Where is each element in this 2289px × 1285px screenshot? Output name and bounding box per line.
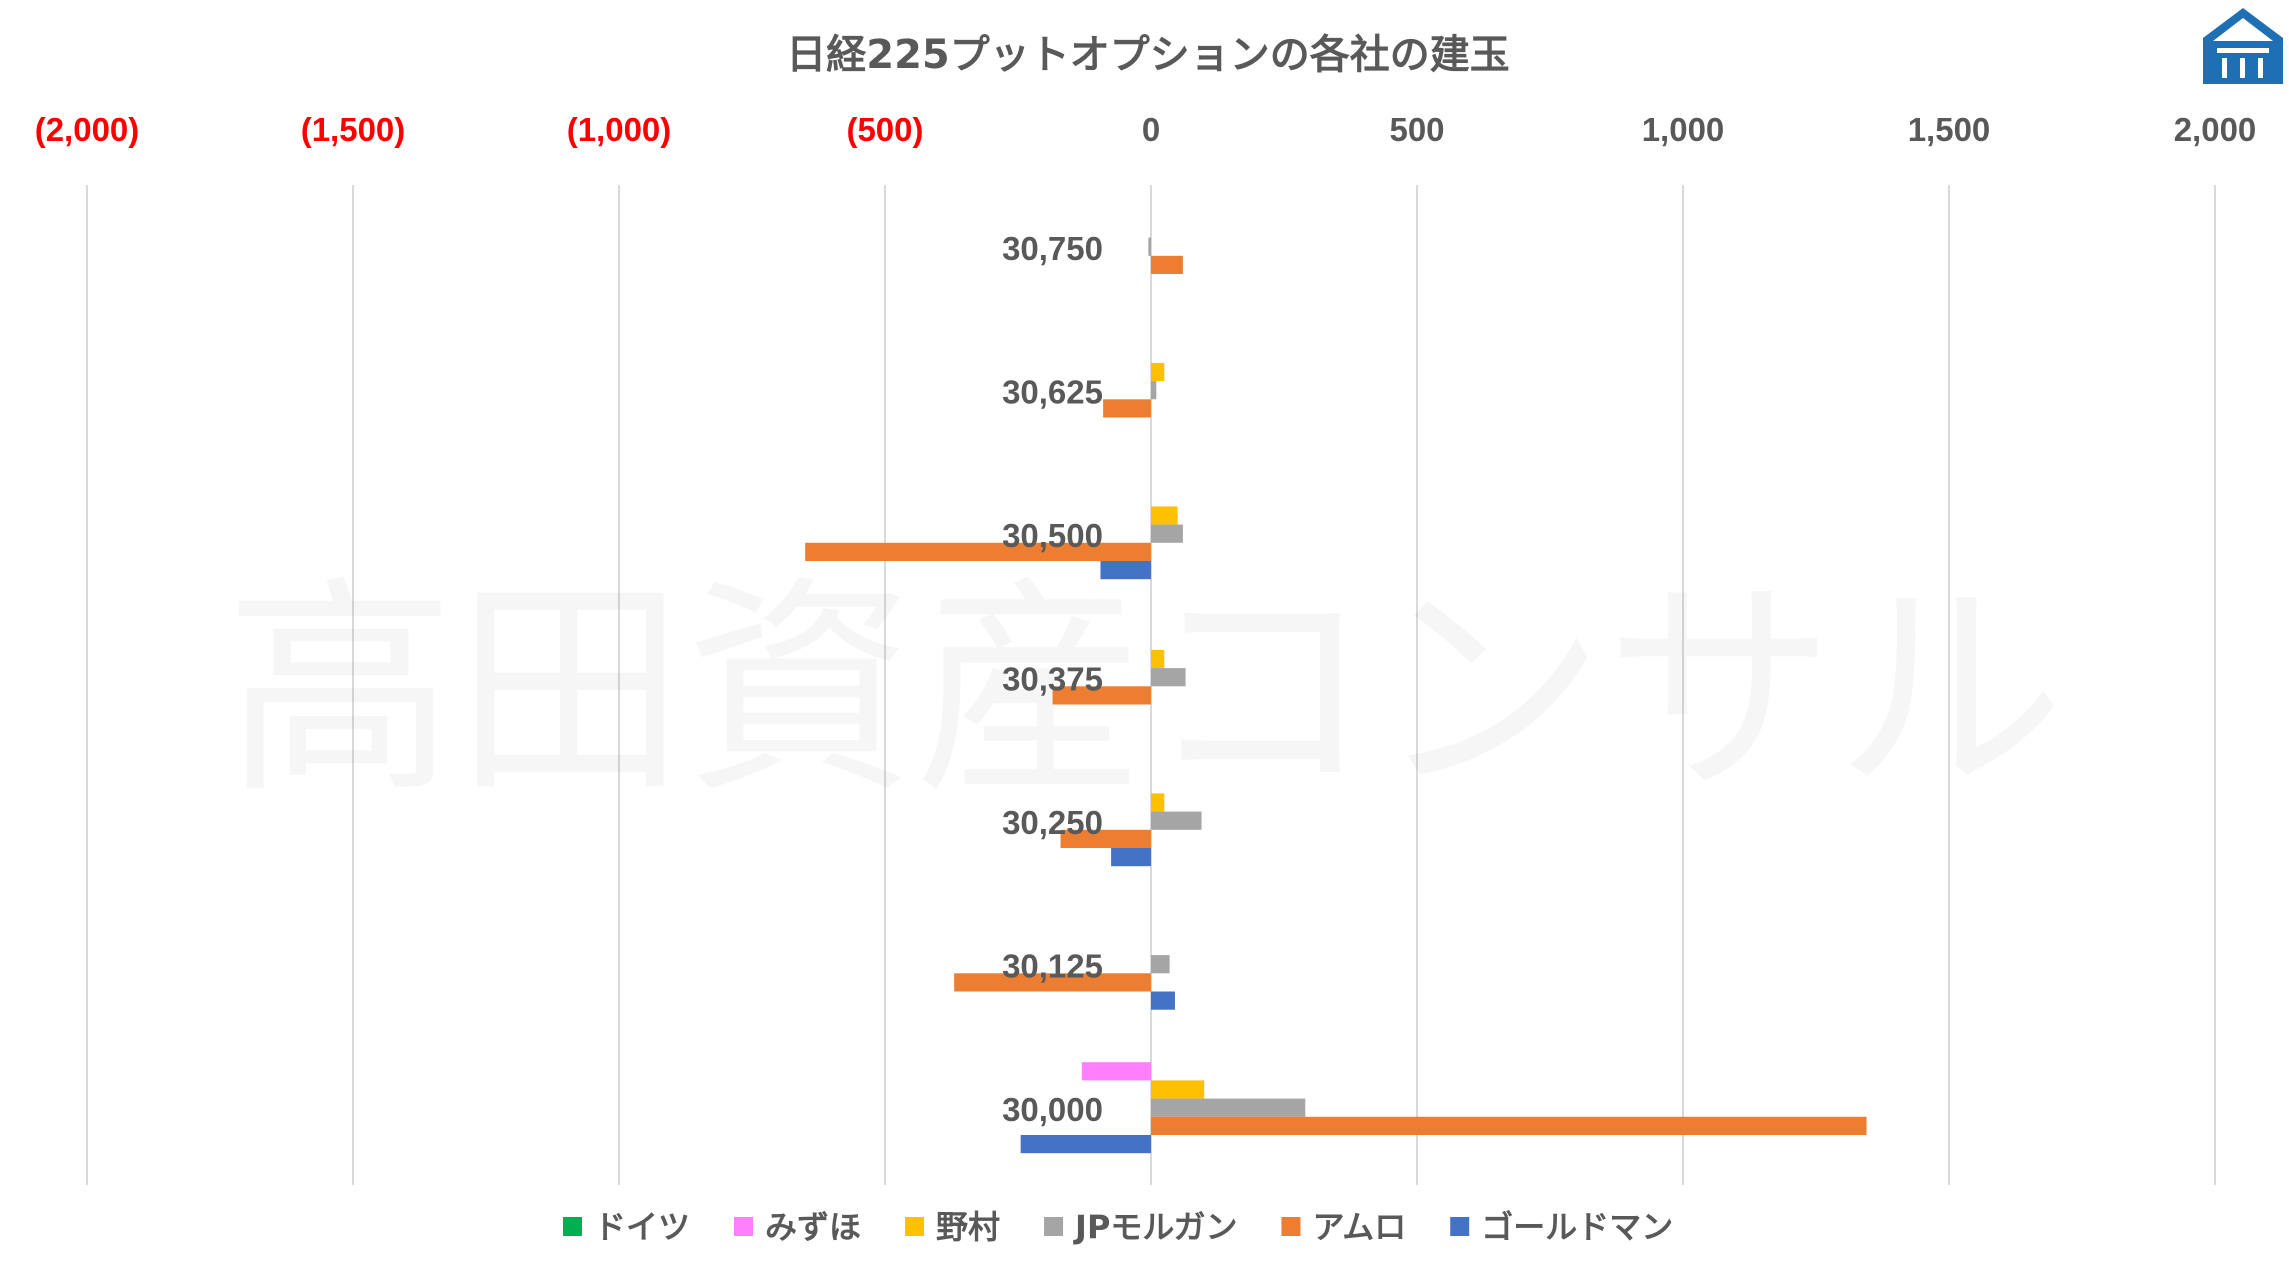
bar (1151, 362, 1165, 382)
bar (1151, 811, 1202, 830)
legend-label: JPモルガン (1073, 1208, 1237, 1246)
bar (1151, 955, 1170, 974)
category-label: 30,125 (1002, 948, 1103, 985)
bars (805, 237, 1867, 1154)
bar (1151, 1116, 1867, 1135)
category-label: 30,500 (1002, 517, 1103, 554)
bar (1111, 848, 1151, 867)
legend-label: 野村 (936, 1208, 1000, 1246)
bar (1052, 686, 1151, 705)
bar (1081, 1062, 1151, 1081)
bar (1151, 255, 1183, 274)
legend-label: ドイツ (594, 1208, 690, 1246)
bar (1060, 829, 1151, 848)
x-tick-label: 0 (1142, 111, 1160, 148)
legend-swatch (734, 1217, 754, 1236)
bar (1151, 381, 1157, 400)
x-tick-label: (500) (846, 111, 923, 148)
bar (805, 542, 1151, 561)
legend-label: みずほ (765, 1208, 861, 1246)
x-tick-label: (2,000) (35, 111, 140, 148)
y-axis-categories: 30,750 30,625 30,500 30,375 30,250 30,125 30,0… (1002, 230, 1103, 1128)
legend: ドイツ みずほ 野村 JPモルガン アムロ ゴールドマン (563, 1208, 1673, 1246)
x-tick-label: 2,000 (2174, 111, 2257, 148)
legend-swatch (1281, 1217, 1301, 1236)
category-label: 30,250 (1002, 804, 1103, 841)
bar (1020, 1135, 1151, 1154)
legend-swatch (1450, 1217, 1470, 1236)
legend-swatch (563, 1217, 582, 1236)
category-label: 30,375 (1002, 661, 1103, 698)
legend-swatch (905, 1217, 925, 1236)
category-label: 30,750 (1002, 230, 1103, 267)
x-tick-label: 1,000 (1642, 111, 1725, 148)
chart-title: 日経225プットオプションの各社の建玉 (786, 32, 1510, 78)
bar (1151, 668, 1186, 687)
category-label: 30,625 (1002, 374, 1103, 411)
bar (954, 973, 1151, 992)
bar (1151, 1080, 1205, 1099)
legend-label: アムロ (1312, 1208, 1406, 1246)
category-label: 30,000 (1002, 1091, 1103, 1128)
bar (1151, 991, 1175, 1010)
x-tick-label: 1,500 (1908, 111, 1991, 148)
x-axis-ticks: (2,000) (1,500) (1,000) (500) 0 500 1,000 1,500… (35, 111, 2257, 148)
takata-logo-icon (2203, 8, 2283, 84)
legend-label: ゴールドマン (1481, 1208, 1673, 1246)
bar (1148, 237, 1151, 256)
bar (1103, 399, 1151, 418)
bar (1100, 561, 1151, 580)
x-tick-label: (1,000) (567, 111, 672, 148)
legend-swatch (1044, 1217, 1064, 1236)
bar (1151, 524, 1183, 543)
x-tick-label: (1,500) (301, 111, 406, 148)
bar (1151, 649, 1165, 669)
x-tick-label: 500 (1389, 111, 1444, 148)
bar (1151, 1098, 1306, 1117)
bar (1151, 793, 1165, 812)
bar (1151, 506, 1178, 525)
